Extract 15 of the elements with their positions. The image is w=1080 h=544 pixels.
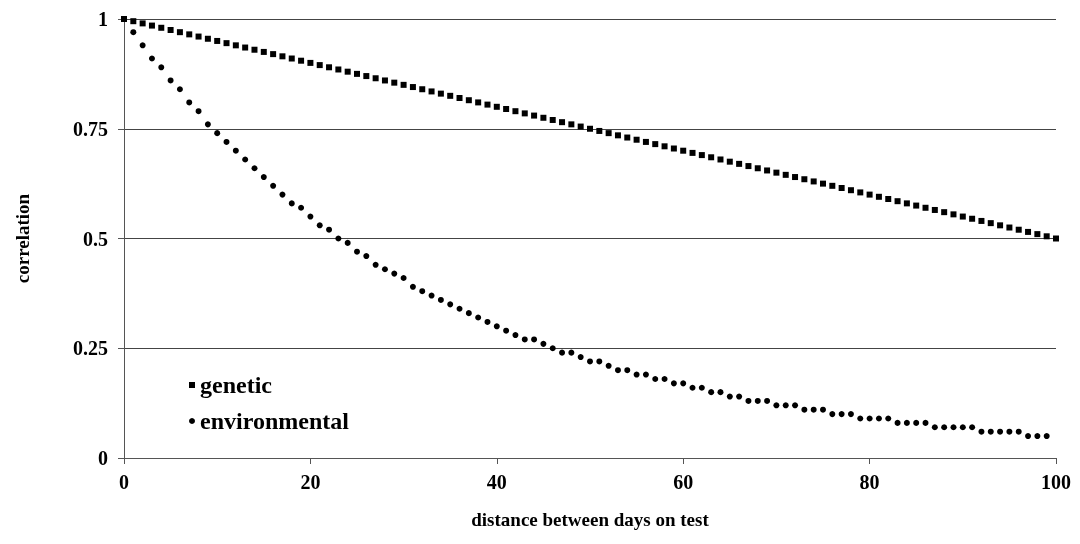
x-tick-label: 0 <box>119 471 129 493</box>
legend-label: environmental <box>200 408 350 434</box>
y-tick-label: 0.5 <box>83 227 108 250</box>
x-axis-title: distance between days on test <box>471 509 710 530</box>
y-axis-title: correlation <box>12 193 33 284</box>
x-tick-label: 20 <box>300 471 321 493</box>
y-tick-label: 0.75 <box>73 117 108 140</box>
x-tick-label: 80 <box>859 471 880 493</box>
y-tick-label: 0 <box>98 447 108 469</box>
x-tick-label: 60 <box>673 471 694 493</box>
y-tick-label: 1 <box>98 8 108 30</box>
x-tick-label: 40 <box>486 471 507 493</box>
y-tick-label: 0.25 <box>73 337 108 360</box>
x-tick-label: 100 <box>1041 471 1071 493</box>
legend-label: genetic <box>200 372 273 398</box>
